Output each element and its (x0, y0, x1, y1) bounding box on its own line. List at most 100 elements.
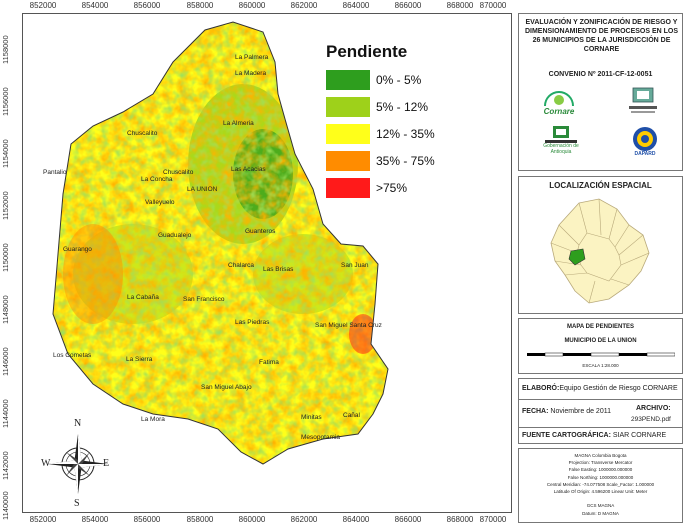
y-tick-label: 1150000 (1, 243, 10, 272)
place-label: Valleyuelo (145, 199, 175, 206)
y-tick-label: 1156000 (1, 87, 10, 116)
place-label: La Madera (235, 70, 267, 77)
x-tick-label: 854000 (81, 515, 109, 524)
place-label: La Almeria (223, 120, 254, 127)
x-tick-label: 856000 (133, 1, 161, 10)
compass-west: W (41, 458, 51, 469)
compass-rose: N S E W (41, 418, 114, 509)
y-tick-label: 1146000 (1, 347, 10, 376)
x-tick-label: 868000 (446, 1, 474, 10)
compass-south: S (74, 498, 80, 509)
place-label: La Concha (141, 176, 173, 183)
legend-swatch (326, 178, 370, 198)
y-tick-label: 1152000 (1, 191, 10, 220)
place-label: Chalarca (228, 262, 255, 269)
legend-item: 0% - 5% (326, 70, 438, 90)
x-tick-label: 860000 (238, 515, 266, 524)
place-label: Mesopotamia (301, 434, 341, 441)
place-label: Las Brisas (263, 266, 294, 273)
place-label: La Mora (141, 416, 165, 423)
place-label: Guarango (63, 246, 92, 253)
x-tick-label: 866000 (394, 1, 422, 10)
scale-text: ESCALA 1:28.000 (582, 363, 619, 368)
x-tick-label: 864000 (342, 1, 370, 10)
place-label: Cañal (343, 412, 360, 419)
x-tick-label: 860000 (238, 1, 266, 10)
x-tick-label: 868000 (446, 515, 474, 524)
x-tick-label: 866000 (394, 515, 422, 524)
place-label: Las Piedras (235, 319, 270, 326)
place-label: San Miguel Santa Cruz (315, 322, 382, 329)
place-label: San Juan (341, 262, 369, 269)
location-inset-map[interactable] (539, 195, 664, 310)
place-label: Guanteros (245, 228, 276, 235)
divider (519, 399, 682, 400)
fecha-row: FECHA: Noviembre de 2011 (522, 408, 611, 415)
projection-line: False Easting: 1000000.000000 (568, 467, 633, 473)
projection-line: GCS MAGNA (586, 503, 615, 509)
x-tick-label: 862000 (290, 515, 318, 524)
place-label: La Palmera (235, 54, 269, 61)
projection-line: Central Meridian: -74.077508 Scale_Facto… (546, 481, 655, 487)
fuente-row: FUENTE CARTOGRÁFICA: SIAR CORNARE (522, 432, 667, 439)
y-tick-label: 1142000 (1, 451, 10, 480)
legend-swatch (326, 124, 370, 144)
y-tick-label: 1148000 (1, 295, 10, 324)
x-tick-label: 852000 (29, 515, 57, 524)
title-panel: EVALUACIÓN Y ZONIFICACIÓN DE RIESGO Y DI… (518, 13, 683, 171)
legend-item: >75% (326, 178, 438, 198)
scale-bar (527, 352, 675, 357)
convenio-number: CONVENIO Nº 2011-CF-12-0051 (548, 71, 653, 78)
antioquia-logo: Gobernación de Antioquia (541, 126, 581, 158)
legend-label: 0% - 5% (376, 73, 422, 87)
dapard-logo: DAPARD (625, 126, 665, 158)
credits-panel: ELABORÓ:Equipo Gestión de Riesgo CORNARE… (518, 378, 683, 444)
place-label: La Cabaña (127, 294, 159, 301)
y-tick-label: 1144000 (1, 399, 10, 428)
projection-line: MAGNA Colombia Bogota (574, 453, 627, 458)
legend-swatch (326, 97, 370, 117)
map-type-title: MAPA DE PENDIENTES (566, 324, 634, 330)
legend-label: 5% - 12% (376, 100, 429, 114)
place-label: Chuscalito (163, 169, 194, 176)
x-tick-label: 858000 (186, 515, 214, 524)
elaboro-row: ELABORÓ:Equipo Gestión de Riesgo CORNARE (522, 385, 678, 392)
legend-label: >75% (376, 181, 408, 195)
government-logo (623, 86, 663, 118)
place-label: Minitas (301, 414, 322, 421)
x-tick-label: 870000 (479, 515, 507, 524)
location-panel: LOCALIZACIÓN ESPACIAL (518, 176, 683, 314)
legend-label: 12% - 35% (376, 127, 435, 141)
cornare-logo: Cornare (539, 86, 579, 118)
projection-line: False Northing: 1000000.000000 (567, 474, 634, 480)
place-label: Chuscalito (127, 130, 158, 137)
compass-east: E (103, 458, 110, 469)
legend: Pendiente 0% - 5% 5% - 12% 12% - 35% 35% - … (320, 40, 440, 212)
map-frame: 852000 854000 856000 858000 860000 862000 8640… (1, 1, 512, 524)
x-tick-label: 870000 (479, 1, 507, 10)
location-title: LOCALIZACIÓN ESPACIAL (549, 181, 652, 190)
projection-line: Latitude Of Origin: 4.596200 Linear Unit… (553, 489, 648, 494)
place-label: La Sierra (126, 356, 153, 363)
legend-item: 35% - 75% (326, 151, 438, 171)
place-label: Guadualejo (158, 232, 192, 239)
y-tick-label: 1154000 (1, 139, 10, 168)
legend-label: 35% - 75% (376, 154, 435, 168)
compass-star-icon (48, 434, 108, 494)
legend-title: Pendiente (326, 42, 408, 61)
projection-line: Datum: D MAGNA (582, 510, 619, 516)
projection-panel: MAGNA Colombia Bogota Projection: Transve… (518, 448, 683, 523)
place-label: Las Acacias (231, 166, 266, 173)
projection-line: Projection: Transverse Mercator (568, 460, 633, 466)
legend-swatch (326, 70, 370, 90)
municipality-name: MUNICIPIO DE LA UNION (564, 338, 637, 344)
legend-swatch (326, 151, 370, 171)
y-tick-label: 1158000 (1, 35, 10, 64)
place-label: San Francisco (183, 296, 225, 303)
place-label: LA UNION (187, 186, 218, 193)
x-tick-label: 854000 (81, 1, 109, 10)
place-label: San Miguel Abajo (201, 384, 252, 391)
x-tick-label: 858000 (186, 1, 214, 10)
legend-item: 12% - 35% (326, 124, 438, 144)
archivo-value: 293PEND.pdf (631, 416, 671, 423)
